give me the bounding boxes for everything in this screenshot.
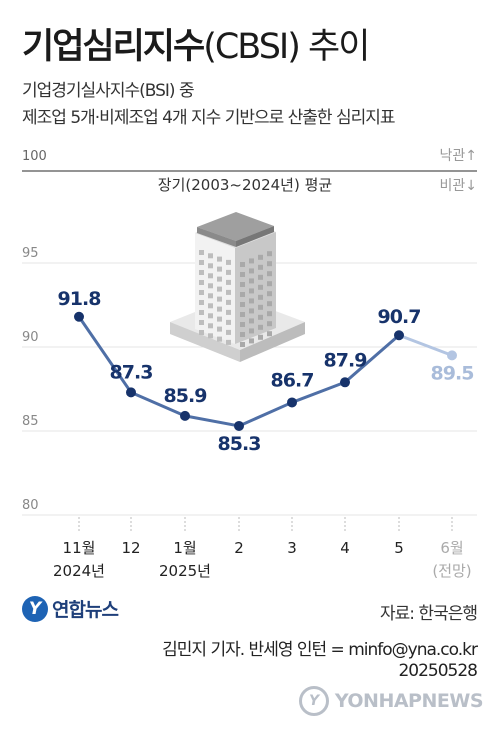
x-tick-sublabel: (전망) <box>432 562 471 580</box>
x-tick-sublabel: 2025년 <box>159 562 211 580</box>
data-label: 87.9 <box>324 349 367 371</box>
watermark-icon: Y <box>298 686 329 716</box>
line-segment <box>290 380 347 404</box>
reference-line-caption: 장기(2003~2024년) 평균 <box>158 176 333 194</box>
data-point <box>287 397 297 408</box>
cbsi-series: 91.8 87.3 85.9 85.3 86.7 87.9 90.7 89.5 <box>58 288 475 455</box>
data-label: 87.3 <box>110 361 153 383</box>
watermark-text: YONHAPNEWS <box>334 690 484 712</box>
x-axis: 11월 2024년 12 1월 2025년 2 3 4 5 6월 (전망) <box>53 539 472 580</box>
data-label: 90.7 <box>378 306 421 328</box>
y-tick-label: 95 <box>22 246 39 261</box>
subtitle-line-1: 기업경기실사지수(BSI) 중 <box>22 81 195 101</box>
line-segment <box>237 400 294 428</box>
line-segment <box>183 414 241 428</box>
reference-value-label: 100 <box>22 149 47 164</box>
data-label: 85.3 <box>218 433 261 455</box>
line-chart: 95 90 85 80 11월 2024년 12 1월 2025년 2 3 4 5 6월 (전망) 91.… <box>22 148 478 580</box>
x-tick-label: 5 <box>394 539 404 557</box>
yonhap-logo-icon: Y <box>22 595 48 622</box>
data-label: 85.9 <box>164 385 207 407</box>
data-point <box>180 410 190 421</box>
subtitle-line-2: 제조업 5개·비제조업 4개 지수 기반으로 산출한 심리지표 <box>22 108 396 128</box>
data-point <box>394 330 404 341</box>
y-tick-label: 80 <box>22 498 39 513</box>
legend-optimistic: 낙관↑ <box>440 148 478 164</box>
data-point <box>447 350 457 361</box>
data-label: 89.5 <box>431 362 474 384</box>
x-tick-label: 12 <box>121 539 140 557</box>
building-illustration <box>170 212 305 362</box>
x-tick-sublabel: 2024년 <box>53 562 105 580</box>
x-tick-label: 11월 <box>63 539 96 557</box>
yonhap-logo-text: 연합뉴스 <box>52 599 119 621</box>
forecast-segment <box>397 333 454 357</box>
y-tick-label: 90 <box>22 330 39 345</box>
y-tick-label: 85 <box>22 414 39 429</box>
yonhap-logo: Y 연합뉴스 <box>22 595 119 622</box>
data-point <box>126 387 136 398</box>
x-tick-label: 1월 <box>173 539 196 557</box>
credit-author: 김민지 기자. 반세영 인턴 = minfo@yna.co.kr <box>162 640 478 660</box>
line-segment <box>77 315 133 394</box>
line-segment <box>129 390 187 418</box>
legend-pessimistic: 비관↓ <box>440 178 478 194</box>
credit-date: 20250528 <box>398 661 478 681</box>
x-tick-label: 3 <box>287 539 297 557</box>
watermark: Y YONHAPNEWS <box>298 686 484 716</box>
x-tick-label: 4 <box>340 539 350 557</box>
y-axis: 95 90 85 80 <box>22 246 39 513</box>
credit: 김민지 기자. 반세영 인턴 = minfo@yna.co.kr 2025052… <box>162 640 478 682</box>
data-label: 91.8 <box>58 288 102 310</box>
line-segment <box>343 333 401 384</box>
data-point <box>340 377 350 388</box>
data-point <box>234 420 244 431</box>
data-point <box>74 311 84 322</box>
x-tick-label: 6월 <box>440 539 463 557</box>
data-label: 86.7 <box>271 369 314 391</box>
chart-title: 기업심리지수(CBSI) 추이 <box>22 27 370 67</box>
data-source: 자료: 한국은행 <box>380 604 478 624</box>
x-tick-label: 2 <box>234 539 244 557</box>
